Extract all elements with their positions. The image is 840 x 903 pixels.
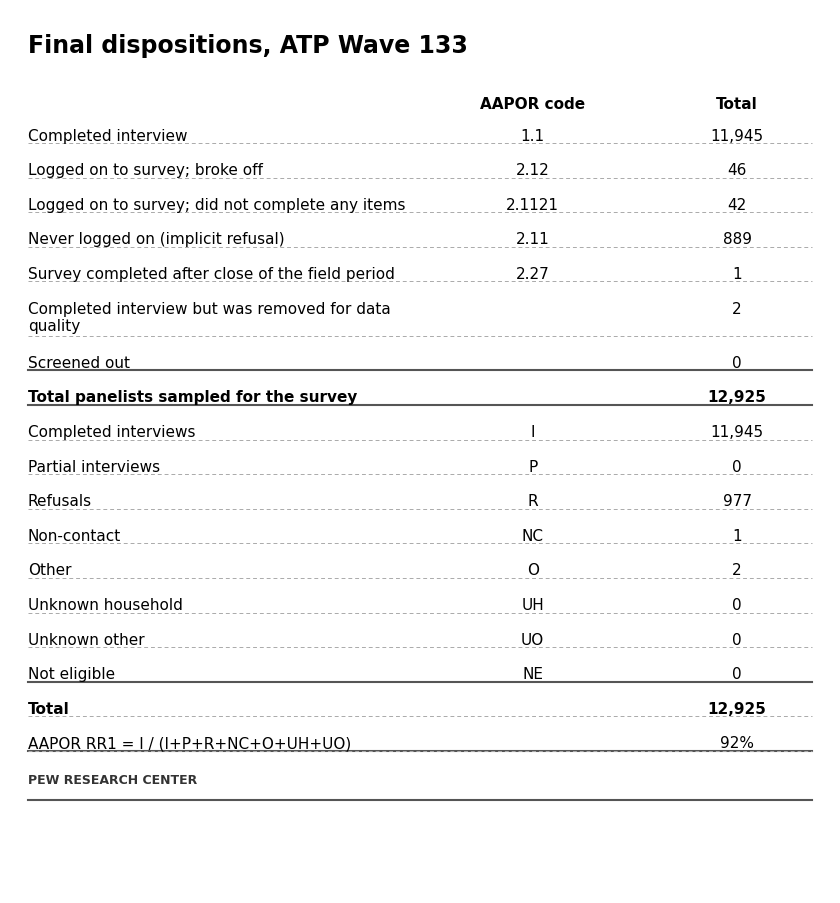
Text: 0: 0 <box>732 632 742 647</box>
Text: Logged on to survey; did not complete any items: Logged on to survey; did not complete an… <box>28 198 406 212</box>
Text: 12,925: 12,925 <box>707 390 767 405</box>
Text: 2: 2 <box>732 302 742 316</box>
Text: 0: 0 <box>732 356 742 370</box>
Text: Survey completed after close of the field period: Survey completed after close of the fiel… <box>28 266 395 282</box>
Text: Total: Total <box>717 97 758 112</box>
Text: 1: 1 <box>732 528 742 544</box>
Text: Total: Total <box>28 701 70 716</box>
Text: 11,945: 11,945 <box>711 424 764 440</box>
Text: Completed interview but was removed for data
quality: Completed interview but was removed for … <box>28 302 391 333</box>
Text: NC: NC <box>522 528 543 544</box>
Text: O: O <box>527 563 538 578</box>
Text: 12,925: 12,925 <box>707 701 767 716</box>
Text: 11,945: 11,945 <box>711 128 764 144</box>
Text: Completed interviews: Completed interviews <box>28 424 196 440</box>
Text: 889: 889 <box>722 232 752 247</box>
Text: Final dispositions, ATP Wave 133: Final dispositions, ATP Wave 133 <box>28 34 468 58</box>
Text: PEW RESEARCH CENTER: PEW RESEARCH CENTER <box>28 774 197 787</box>
Text: Screened out: Screened out <box>28 356 130 370</box>
Text: Non-contact: Non-contact <box>28 528 121 544</box>
Text: 2.12: 2.12 <box>516 163 549 178</box>
Text: I: I <box>530 424 535 440</box>
Text: 1.1: 1.1 <box>521 128 544 144</box>
Text: AAPOR RR1 = I / (I+P+R+NC+O+UH+UO): AAPOR RR1 = I / (I+P+R+NC+O+UH+UO) <box>28 736 351 750</box>
Text: Logged on to survey; broke off: Logged on to survey; broke off <box>28 163 263 178</box>
Text: Refusals: Refusals <box>28 494 92 508</box>
Text: 0: 0 <box>732 459 742 474</box>
Text: Unknown household: Unknown household <box>28 598 182 612</box>
Text: UO: UO <box>521 632 544 647</box>
Text: 977: 977 <box>722 494 752 508</box>
Text: 92%: 92% <box>720 736 754 750</box>
Text: AAPOR code: AAPOR code <box>480 97 585 112</box>
Text: UH: UH <box>522 598 544 612</box>
Text: 2: 2 <box>732 563 742 578</box>
Text: P: P <box>528 459 538 474</box>
Text: R: R <box>528 494 538 508</box>
Text: Not eligible: Not eligible <box>28 666 115 682</box>
Text: 0: 0 <box>732 666 742 682</box>
Text: 1: 1 <box>732 266 742 282</box>
Text: 0: 0 <box>732 598 742 612</box>
Text: Total panelists sampled for the survey: Total panelists sampled for the survey <box>28 390 357 405</box>
Text: Completed interview: Completed interview <box>28 128 187 144</box>
Text: Other: Other <box>28 563 71 578</box>
Text: Unknown other: Unknown other <box>28 632 144 647</box>
Text: 2.27: 2.27 <box>516 266 549 282</box>
Text: Partial interviews: Partial interviews <box>28 459 160 474</box>
Text: 2.11: 2.11 <box>516 232 549 247</box>
Text: NE: NE <box>522 666 543 682</box>
Text: 2.1121: 2.1121 <box>507 198 559 212</box>
Text: Never logged on (implicit refusal): Never logged on (implicit refusal) <box>28 232 285 247</box>
Text: 46: 46 <box>727 163 747 178</box>
Text: 42: 42 <box>727 198 747 212</box>
